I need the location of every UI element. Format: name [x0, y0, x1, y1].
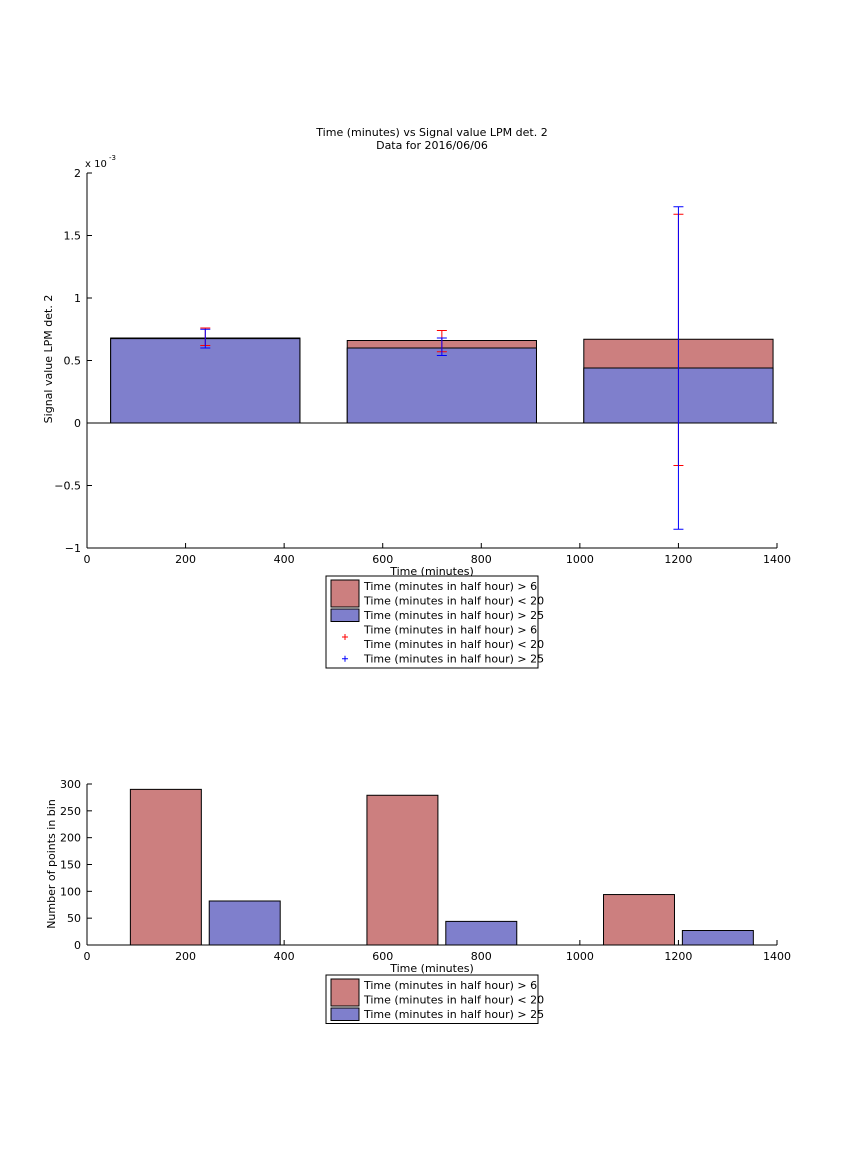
- chart1-y-tick-label: 1.5: [64, 230, 82, 243]
- chart1-legend-box: [325, 575, 539, 669]
- chart2-x-tick-label: 200: [175, 950, 196, 963]
- chart2-x-tick-label: 1400: [763, 950, 791, 963]
- chart1-x-tick-label: 1200: [664, 553, 692, 566]
- chart1-legend-label: Time (minutes in half hour) < 20: [363, 595, 544, 608]
- chart2-plot-area: 0 200 400 600 800 1000 1200 1400 0 50 100 150 200 250…: [60, 778, 791, 963]
- chart1-legend-label: Time (minutes in half hour) > 25: [363, 653, 544, 666]
- chart1-legend-marker: [342, 655, 348, 662]
- chart1-title: Time (minutes) vs Signal value LPM det. …: [315, 126, 547, 139]
- chart2-y-tick-label: 300: [60, 778, 81, 791]
- chart1-y-tick-label: 1: [74, 292, 81, 305]
- chart1-x-tick-label: 1000: [566, 553, 594, 566]
- chart2-legend-label: Time (minutes in half hour) > 6: [363, 979, 537, 992]
- chart2-bar-blue: [208, 900, 281, 946]
- chart1-bar-blue: [346, 347, 537, 424]
- chart1-x-tick-label: 400: [274, 553, 295, 566]
- chart1-exponent-power: -3: [109, 154, 116, 162]
- chart1-legend-label: Time (minutes in half hour) > 25: [363, 609, 544, 622]
- chart2-y-tick-label: 150: [60, 859, 81, 872]
- chart2-x-tick-label: 1200: [664, 950, 692, 963]
- chart2-bar-blue: [681, 930, 754, 946]
- chart1-legend-marker: [342, 634, 348, 640]
- chart1-y-tick-label: 0: [74, 417, 81, 430]
- chart1-legend-swatch: [330, 608, 360, 622]
- chart2-legend-label: Time (minutes in half hour) > 25: [363, 1008, 544, 1021]
- chart1-errorbar-blue: [673, 206, 684, 530]
- chart2-legend: Time (minutes in half hour) > 6 Time (min…: [325, 974, 544, 1024]
- chart2-bar-red: [603, 894, 675, 946]
- chart1-errorbar-blue: [200, 328, 211, 349]
- chart2-bar-red: [366, 794, 439, 946]
- chart2-bar-blue: [445, 920, 518, 946]
- chart1-errorbar-blue: [436, 337, 447, 356]
- chart1-legend-label: Time (minutes in half hour) < 20: [363, 638, 544, 651]
- chart2-y-tick-label: 0: [74, 939, 81, 952]
- chart1-plot-area: 0 200 400 600 800 1000 1200 1400 −1 −0.5 0 0.5 1 1.5 2: [54, 167, 791, 566]
- chart2-y-tick-label: 100: [60, 885, 81, 898]
- chart2-y-tick-label: 200: [60, 832, 81, 845]
- chart2-legend-swatch: [330, 978, 360, 1007]
- chart2-legend-label: Time (minutes in half hour) < 20: [363, 994, 544, 1007]
- chart1-x-tick-label: 200: [175, 553, 196, 566]
- chart1-x-tick-label: 1400: [763, 553, 791, 566]
- chart1-y-tick-label: 0.5: [64, 355, 82, 368]
- chart1-x-tick-label: 0: [84, 553, 91, 566]
- chart1-legend-label: Time (minutes in half hour) > 6: [363, 624, 537, 637]
- chart1-exponent-label: x 10: [85, 159, 107, 170]
- chart2-x-tick-label: 400: [274, 950, 295, 963]
- chart1-x-tick-label: 600: [372, 553, 393, 566]
- chart2-bar-red: [129, 788, 202, 946]
- chart1-bar-blue: [110, 338, 301, 424]
- chart2-x-tick-label: 1000: [566, 950, 594, 963]
- chart2-ylabel: Number of points in bin: [45, 799, 58, 929]
- chart1-y-tick-label: 2: [74, 167, 81, 180]
- chart2-xlabel: Time (minutes): [389, 962, 474, 975]
- chart1-ylabel: Signal value LPM det. 2: [42, 295, 55, 424]
- chart1-xlabel: Time (minutes): [389, 565, 474, 578]
- chart2-y-tick-label: 250: [60, 805, 81, 818]
- chart2-y-tick-label: 50: [67, 912, 81, 925]
- chart2-legend-box: [325, 974, 539, 1024]
- chart2-x-tick-label: 800: [471, 950, 492, 963]
- chart2-legend-swatch: [330, 1007, 360, 1021]
- chart1-subtitle: Data for 2016/06/06: [376, 139, 488, 152]
- chart1-y-tick-label: −1: [65, 542, 81, 555]
- chart1-x-tick-label: 800: [471, 553, 492, 566]
- chart2-x-tick-label: 0: [84, 950, 91, 963]
- chart2-x-tick-label: 600: [372, 950, 393, 963]
- chart1-legend-swatch: [330, 579, 360, 608]
- chart1-y-tick-label: −0.5: [54, 480, 81, 493]
- chart1-legend-label: Time (minutes in half hour) > 6: [363, 580, 537, 593]
